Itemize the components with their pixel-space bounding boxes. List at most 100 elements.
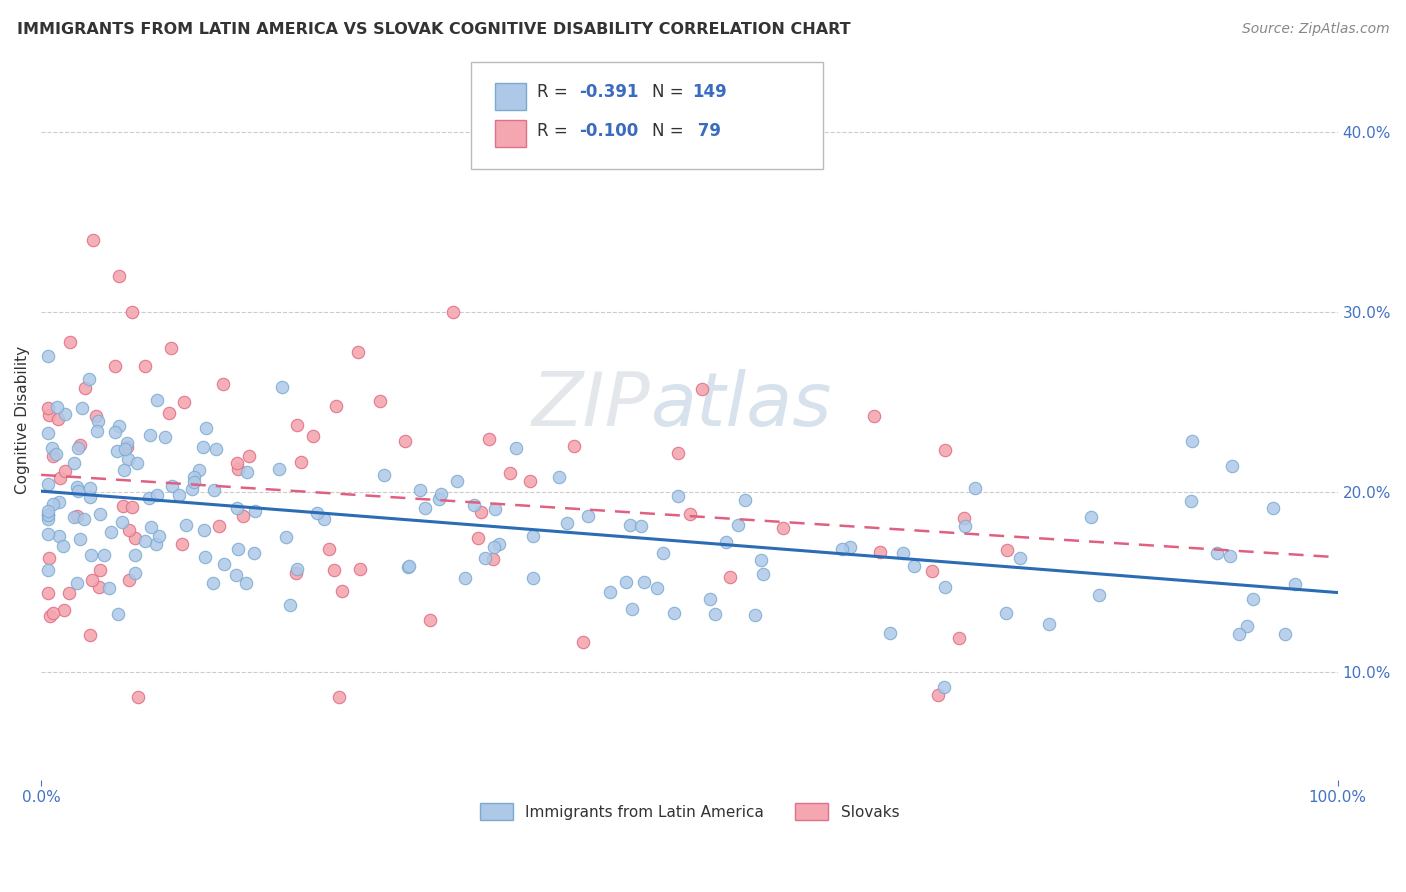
Point bbox=[934, 580, 956, 594]
Point bbox=[37, 425, 59, 440]
Point bbox=[107, 607, 129, 621]
Point bbox=[114, 463, 136, 477]
Point bbox=[1180, 494, 1202, 508]
Point bbox=[232, 508, 254, 523]
Point bbox=[124, 549, 146, 563]
Point bbox=[284, 566, 307, 581]
Point bbox=[373, 468, 395, 483]
Point bbox=[301, 428, 323, 442]
Point bbox=[37, 349, 59, 363]
Point bbox=[45, 400, 67, 414]
Point bbox=[69, 438, 91, 452]
Point bbox=[121, 500, 143, 515]
Text: 79: 79 bbox=[692, 122, 721, 140]
Point bbox=[1274, 626, 1296, 640]
Point bbox=[666, 446, 689, 460]
Point bbox=[104, 425, 127, 440]
Point bbox=[141, 520, 163, 534]
Point bbox=[477, 432, 499, 446]
Point bbox=[211, 376, 233, 391]
Point bbox=[1206, 546, 1229, 560]
Point bbox=[463, 498, 485, 512]
Point bbox=[749, 553, 772, 567]
Point bbox=[1038, 616, 1060, 631]
Point bbox=[398, 559, 420, 574]
Point bbox=[208, 519, 231, 533]
Legend: Immigrants from Latin America, Slovaks: Immigrants from Latin America, Slovaks bbox=[474, 797, 905, 826]
Point bbox=[183, 469, 205, 483]
Point bbox=[499, 466, 522, 480]
Point bbox=[679, 507, 702, 521]
Point bbox=[202, 575, 225, 590]
Point bbox=[752, 566, 775, 581]
Point bbox=[87, 580, 110, 594]
Text: IMMIGRANTS FROM LATIN AMERICA VS SLOVAK COGNITIVE DISABILITY CORRELATION CHART: IMMIGRANTS FROM LATIN AMERICA VS SLOVAK … bbox=[17, 22, 851, 37]
Point bbox=[621, 602, 644, 616]
Point bbox=[191, 440, 214, 454]
Point bbox=[995, 606, 1018, 620]
Point bbox=[79, 481, 101, 495]
Point bbox=[37, 527, 59, 541]
Point bbox=[73, 381, 96, 395]
Point bbox=[467, 531, 489, 545]
Text: ZIP: ZIP bbox=[531, 369, 651, 442]
Point bbox=[84, 409, 107, 424]
Point bbox=[89, 563, 111, 577]
Text: atlas: atlas bbox=[651, 369, 832, 442]
Point bbox=[139, 428, 162, 442]
Point bbox=[41, 442, 63, 456]
Point bbox=[226, 500, 249, 515]
Text: N =: N = bbox=[652, 122, 689, 140]
Point bbox=[647, 581, 669, 595]
Point bbox=[138, 491, 160, 505]
Point bbox=[66, 575, 89, 590]
Point bbox=[328, 690, 350, 704]
Point bbox=[42, 497, 65, 511]
Point bbox=[903, 558, 925, 573]
Point bbox=[225, 568, 247, 582]
Point bbox=[368, 393, 391, 408]
Point bbox=[619, 517, 641, 532]
Point bbox=[37, 508, 59, 522]
Point bbox=[576, 508, 599, 523]
Point bbox=[55, 464, 77, 478]
Point bbox=[474, 550, 496, 565]
Point bbox=[879, 626, 901, 640]
Point bbox=[1088, 588, 1111, 602]
Y-axis label: Cognitive Disability: Cognitive Disability bbox=[15, 345, 30, 493]
Point bbox=[454, 571, 477, 585]
Point bbox=[167, 488, 190, 502]
Point bbox=[173, 394, 195, 409]
Point bbox=[699, 592, 721, 607]
Point bbox=[718, 569, 741, 583]
Point bbox=[37, 585, 59, 599]
Point bbox=[235, 576, 257, 591]
Point bbox=[772, 521, 794, 535]
Point bbox=[703, 607, 725, 621]
Point bbox=[127, 456, 149, 470]
Point bbox=[38, 609, 60, 624]
Point bbox=[347, 345, 370, 359]
Point bbox=[145, 393, 167, 408]
Point bbox=[1227, 627, 1250, 641]
Point bbox=[37, 477, 59, 491]
Point bbox=[121, 304, 143, 318]
Point bbox=[159, 341, 181, 355]
Point bbox=[630, 518, 652, 533]
Point bbox=[245, 504, 267, 518]
Point bbox=[59, 334, 82, 349]
Point bbox=[49, 471, 72, 485]
Point bbox=[446, 474, 468, 488]
Point bbox=[66, 480, 89, 494]
Point bbox=[1236, 618, 1258, 632]
Point bbox=[484, 501, 506, 516]
Point bbox=[734, 493, 756, 508]
Point bbox=[37, 504, 59, 518]
Point bbox=[242, 546, 264, 560]
Point bbox=[226, 456, 249, 470]
Point bbox=[470, 505, 492, 519]
Point bbox=[58, 585, 80, 599]
Point bbox=[212, 558, 235, 572]
Point bbox=[744, 608, 766, 623]
Point bbox=[67, 483, 90, 498]
